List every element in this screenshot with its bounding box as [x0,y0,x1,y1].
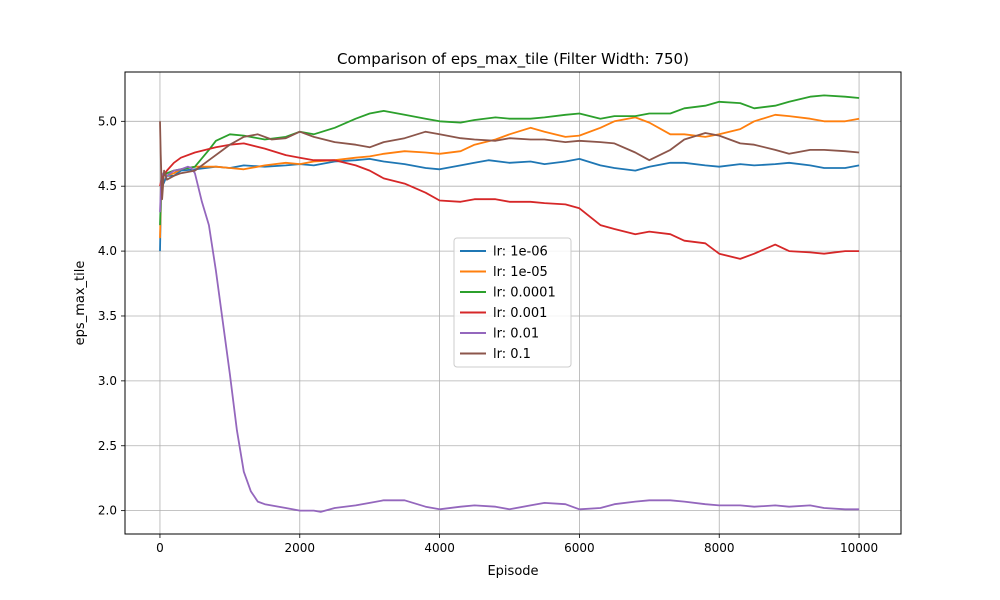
x-axis-ticks: 0 2000 4000 6000 8000 10000 [156,534,878,555]
chart-title: Comparison of eps_max_tile (Filter Width… [337,50,689,69]
series-line [159,94,860,226]
x-tick-label: 8000 [704,541,735,555]
legend-label: lr: 0.01 [493,327,539,342]
series-lines [159,94,860,513]
y-tick-label: 2.0 [98,504,117,518]
x-tick-label: 10000 [840,541,878,555]
series-line [159,142,860,260]
y-tick-label: 3.0 [98,374,117,388]
series-line [159,113,860,239]
legend-label: lr: 1e-05 [493,265,548,280]
series-line [159,165,860,513]
legend: lr: 1e-06 lr: 1e-05 lr: 0.0001 lr: 0.001 lr:… [453,237,572,368]
x-axis-label: Episode [487,564,538,579]
series-line [159,121,860,201]
y-tick-label: 3.5 [98,309,117,323]
y-tick-label: 2.5 [98,439,117,453]
x-tick-label: 0 [156,541,164,555]
plot-frame [124,71,902,535]
y-tick-label: 4.0 [98,244,117,258]
legend-box [453,237,572,368]
x-tick-label: 6000 [564,541,595,555]
legend-label: lr: 0.1 [493,347,531,362]
x-tick-label: 4000 [424,541,455,555]
y-tick-label: 4.5 [98,179,117,193]
y-tick-label: 5.0 [98,114,117,128]
y-axis-ticks: 2.0 2.5 3.0 3.5 4.0 4.5 5.0 [98,114,125,518]
x-tick-label: 2000 [285,541,316,555]
legend-label: lr: 1e-06 [493,245,548,260]
legend-label: lr: 0.0001 [493,286,556,301]
legend-label: lr: 0.001 [493,306,547,321]
y-axis-label: eps_max_tile [73,261,88,346]
